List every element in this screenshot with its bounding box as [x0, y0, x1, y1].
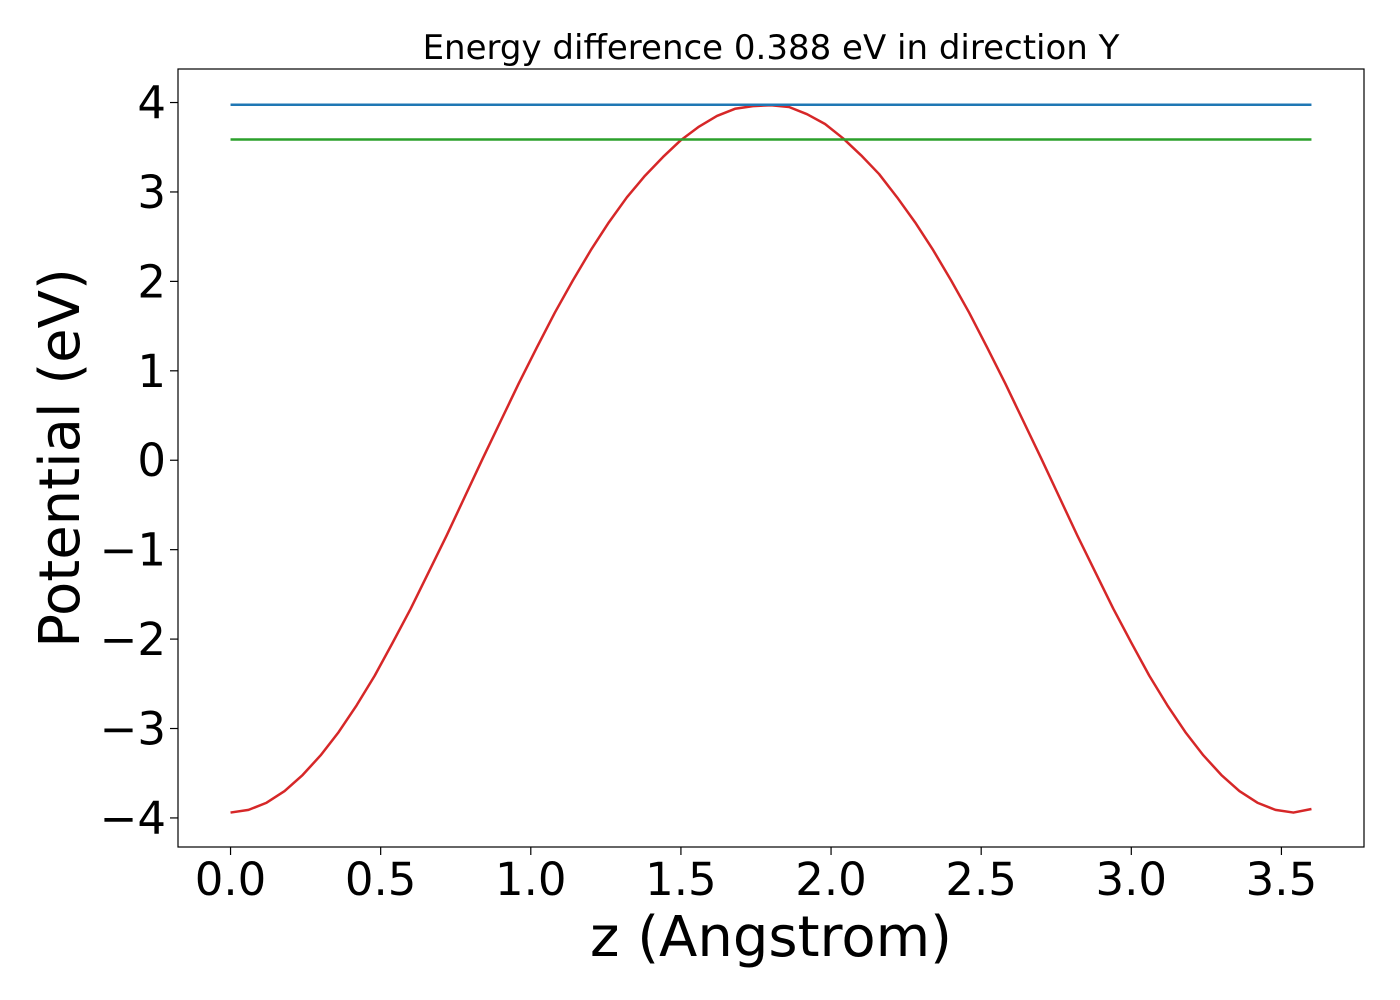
- plot-frame: [177, 68, 1365, 848]
- y-tick-label: −1: [100, 524, 166, 577]
- x-tick-label: 0.0: [195, 853, 267, 906]
- y-tick-label: 0: [137, 434, 166, 487]
- y-axis-label: Potential (eV): [28, 268, 93, 648]
- x-tick-label: 1.0: [495, 853, 567, 906]
- x-axis-label: z (Angstrom): [590, 905, 952, 970]
- x-tick-label: 2.5: [945, 853, 1017, 906]
- y-tick-label: −3: [100, 703, 166, 756]
- series-layer: [230, 103, 1312, 814]
- x-tick-label: 2.0: [795, 853, 867, 906]
- x-tick-label: 0.5: [345, 853, 417, 906]
- y-tick-label: 3: [137, 166, 166, 219]
- chart-title: Energy difference 0.388 eV in direction …: [423, 28, 1120, 68]
- x-tick-label: 3.0: [1096, 853, 1168, 906]
- y-axis-ticks: −4 −3 −2 −1 0 1 2 3 4: [100, 77, 178, 845]
- y-tick-label: 1: [137, 345, 166, 398]
- y-tick-label: −4: [100, 792, 166, 845]
- y-tick-label: 2: [137, 255, 166, 308]
- x-tick-label: 3.5: [1246, 853, 1318, 906]
- y-tick-label: −2: [100, 613, 166, 666]
- series-line-0: [230, 103, 1312, 814]
- x-axis-ticks: 0.0 0.5 1.0 1.5 2.0 2.5 3.0 3.5: [195, 847, 1317, 906]
- y-tick-label: 4: [137, 77, 166, 130]
- x-tick-label: 1.5: [645, 853, 717, 906]
